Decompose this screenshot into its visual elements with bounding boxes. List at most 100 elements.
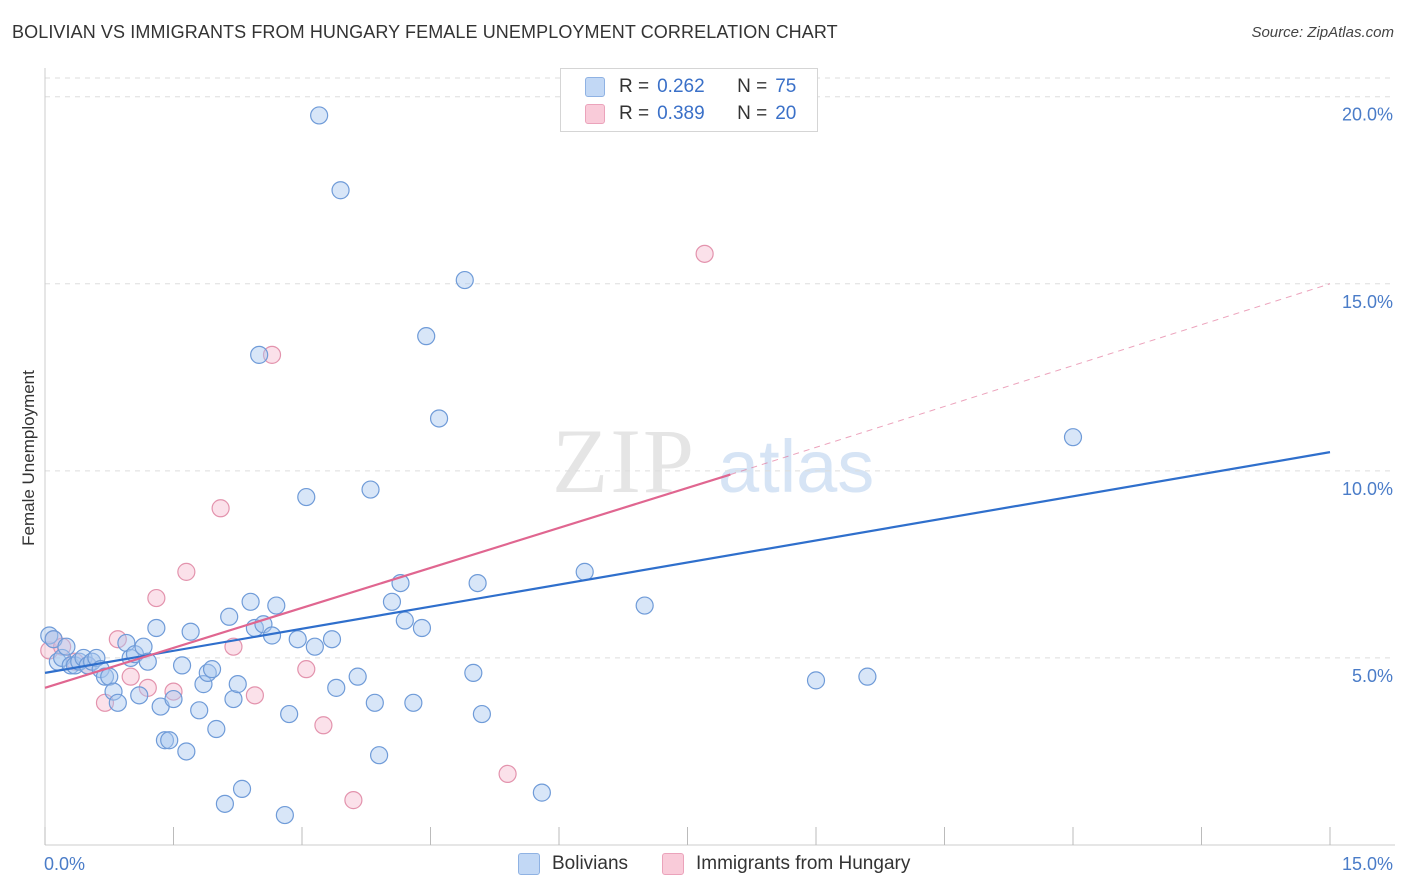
y-tick-label: 15.0% xyxy=(1342,292,1393,312)
legend-r-bolivians: 0.262 xyxy=(657,76,705,97)
y-tick-label: 5.0% xyxy=(1352,666,1393,686)
bolivians-point xyxy=(472,704,491,724)
bolivians-point xyxy=(155,731,175,750)
bolivians-point xyxy=(104,682,123,701)
bolivians-point xyxy=(134,637,153,656)
legend-r-label: R = xyxy=(619,103,650,124)
bottom-legend-swatch-pink xyxy=(662,853,684,875)
bolivians-point xyxy=(130,686,149,705)
bolivians-point xyxy=(310,106,329,125)
bolivians-point xyxy=(224,689,243,709)
legend-n-hungary: 20 xyxy=(775,103,797,124)
bottom-legend-swatch-blue xyxy=(518,853,540,875)
bolivians-point xyxy=(280,704,299,724)
bolivians-point xyxy=(365,693,384,712)
bolivians-point xyxy=(412,618,432,638)
bolivians-point xyxy=(370,746,389,765)
bolivians-point xyxy=(361,480,380,499)
legend-row-hungary: R = 0.389 N = 20 xyxy=(585,102,797,126)
bolivians-point xyxy=(57,637,76,656)
bolivians-points xyxy=(40,106,1083,825)
bolivians-point xyxy=(215,794,234,813)
axes xyxy=(44,68,1395,846)
y-tick-label: 10.0% xyxy=(1342,479,1393,499)
watermark-atlas: atlas xyxy=(718,425,874,508)
bottom-legend-label-hungary: Immigrants from Hungary xyxy=(696,853,911,874)
stats-legend: R = 0.262 N = 75 R = 0.389 N = 20 xyxy=(560,68,818,132)
bolivians-point xyxy=(250,345,269,364)
legend-r-hungary: 0.389 xyxy=(657,103,705,124)
y-axis-tick-labels: 5.0% 10.0% 15.0% 20.0% xyxy=(1342,105,1393,686)
bolivians-point xyxy=(172,656,192,675)
y-axis-label: Female Unemployment xyxy=(19,370,38,546)
bolivians-point xyxy=(241,592,260,611)
bottom-legend-hungary: Immigrants from Hungary xyxy=(662,852,910,876)
bolivians-point xyxy=(395,611,414,630)
bolivians-point xyxy=(160,731,179,750)
bolivians-point xyxy=(455,270,474,290)
hungary-point xyxy=(147,588,166,608)
bolivians-point xyxy=(429,409,449,428)
hungary-point xyxy=(498,764,517,784)
trend-lines xyxy=(44,283,1331,689)
watermark-zip: ZIP xyxy=(552,410,696,512)
bolivians-point xyxy=(305,637,324,656)
bolivians-point xyxy=(220,607,239,626)
bolivians-point xyxy=(228,675,247,694)
bolivians-point xyxy=(202,660,222,679)
hungary-point xyxy=(224,637,243,656)
hungary-point xyxy=(164,682,183,701)
bolivians-point xyxy=(194,675,213,694)
legend-swatch-pink xyxy=(585,104,605,124)
bolivians-point xyxy=(232,779,252,798)
legend-n-label: N = xyxy=(737,76,768,97)
hungary-point xyxy=(177,562,196,581)
bolivians-point xyxy=(331,181,350,200)
bolivians-point xyxy=(806,671,826,690)
hungary-point xyxy=(344,791,363,810)
chart-title: BOLIVIAN VS IMMIGRANTS FROM HUNGARY FEMA… xyxy=(12,22,838,42)
y-tick-label: 20.0% xyxy=(1342,105,1393,125)
bolivians-point xyxy=(147,618,166,638)
bolivians-point xyxy=(575,562,594,581)
hungary-point xyxy=(245,686,264,705)
bolivians-point xyxy=(87,648,106,668)
bolivians-point xyxy=(404,693,423,712)
bolivians-point xyxy=(348,667,367,686)
bolivians-point xyxy=(164,689,183,709)
bolivians-point xyxy=(207,719,226,739)
bolivians-point xyxy=(464,663,483,682)
bolivians-point xyxy=(190,701,209,720)
x-tick-label: 15.0% xyxy=(1342,854,1393,874)
hungary-point xyxy=(211,499,230,518)
bottom-legend-bolivians: Bolivians xyxy=(518,852,628,876)
bolivians-point xyxy=(417,327,436,346)
bolivians-point xyxy=(181,622,200,641)
hungary-point xyxy=(297,660,316,679)
x-axis-ticks: 0.0% 15.0% xyxy=(44,827,1393,874)
legend-r-label: R = xyxy=(619,76,650,97)
hungary-trend-line-extrapolated xyxy=(730,283,1331,476)
bolivians-point xyxy=(382,592,402,611)
x-tick-label: 0.0% xyxy=(44,854,85,874)
hungary-point xyxy=(695,244,714,263)
bolivians-point xyxy=(1063,428,1083,447)
legend-swatch-blue xyxy=(585,77,605,97)
gridlines xyxy=(45,77,1395,659)
hungary-point xyxy=(262,345,282,364)
legend-row-bolivians: R = 0.262 N = 75 xyxy=(585,75,797,99)
bolivians-point xyxy=(327,678,346,697)
source-label: Source: ZipAtlas.com xyxy=(1251,24,1394,41)
hungary-points xyxy=(40,244,714,810)
bottom-legend-label-bolivians: Bolivians xyxy=(552,853,629,874)
bolivians-point xyxy=(288,630,307,649)
bolivians-point xyxy=(635,596,654,615)
bolivians-point xyxy=(532,783,551,802)
bolivians-point xyxy=(267,596,286,615)
legend-n-label: N = xyxy=(737,103,768,124)
legend-n-bolivians: 75 xyxy=(775,76,797,97)
bolivians-point xyxy=(297,487,316,507)
bolivians-point xyxy=(468,573,487,593)
watermark: ZIP atlas xyxy=(552,410,874,512)
